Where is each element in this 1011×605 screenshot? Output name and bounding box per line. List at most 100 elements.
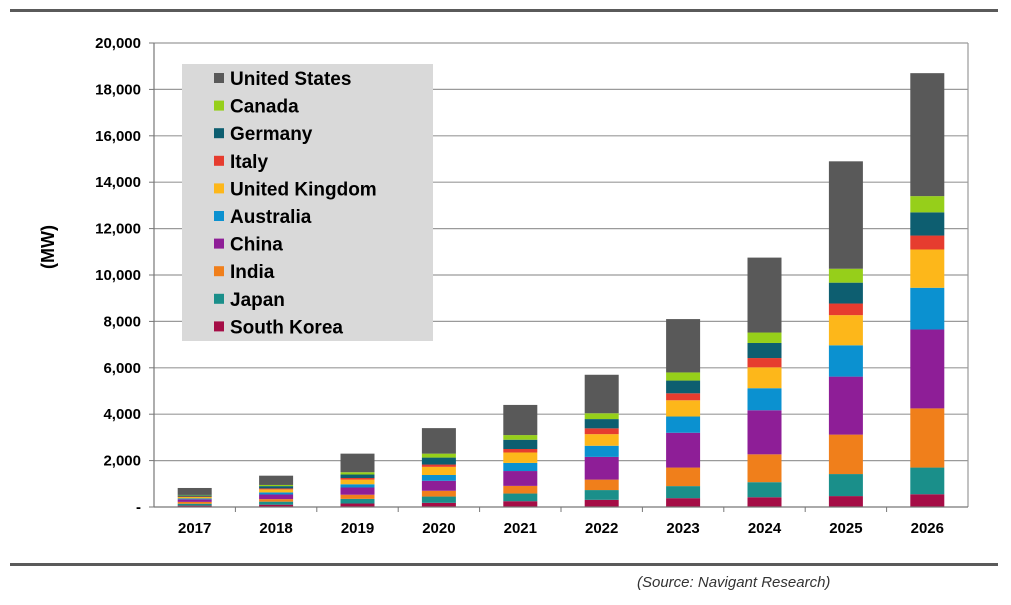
- bar-segment: [584, 428, 619, 435]
- bar-segment: [177, 487, 212, 495]
- legend-swatch: [214, 73, 224, 83]
- y-tick-label: 2,000: [103, 453, 141, 470]
- bar-segment: [666, 400, 701, 417]
- bar-segment: [177, 498, 212, 500]
- x-tick-label: 2024: [748, 520, 782, 537]
- legend-swatch: [214, 100, 224, 111]
- bar-segment: [259, 504, 294, 507]
- y-tick-label: 18,000: [95, 81, 141, 98]
- bar-segment: [259, 489, 294, 493]
- legend-label: Australia: [230, 207, 312, 228]
- x-tick-label: 2022: [585, 520, 618, 537]
- bar-segment: [340, 474, 375, 478]
- source-note: (Source: Navigant Research): [637, 574, 831, 591]
- bar-segment: [828, 282, 863, 304]
- bar-segment: [177, 503, 212, 506]
- bar-segment: [666, 432, 701, 468]
- legend: United States Canada Germany Italy United Ki…: [182, 64, 433, 341]
- bar-segment: [584, 419, 619, 429]
- bar-segment: [421, 490, 456, 497]
- bar-segment: [340, 494, 375, 499]
- bar-segment: [340, 478, 375, 480]
- bar-segment: [503, 452, 538, 463]
- bar-segment: [747, 257, 782, 333]
- legend-swatch: [214, 155, 224, 166]
- bar-segment: [910, 329, 945, 409]
- bar-segment: [259, 499, 294, 502]
- legend-label: Japan: [230, 290, 285, 311]
- bar-segment: [503, 404, 538, 436]
- bar-segment: [177, 495, 212, 497]
- bar-segment: [828, 434, 863, 475]
- bar-segment: [910, 287, 945, 330]
- x-tick-label: 2017: [178, 520, 211, 537]
- x-tick-label: 2025: [829, 520, 862, 537]
- legend-swatch: [214, 266, 224, 277]
- bar-segment: [828, 376, 863, 435]
- bar-segment: [584, 374, 619, 414]
- bar-segment: [747, 388, 782, 411]
- x-tick-label: 2019: [341, 520, 374, 537]
- bars: [177, 73, 945, 507]
- bar-segment: [340, 498, 375, 504]
- bar-segment: [910, 249, 945, 288]
- bar-segment: [584, 490, 619, 500]
- bar-segment: [747, 410, 782, 455]
- bar-segment: [177, 499, 212, 502]
- legend-label: United States: [230, 69, 351, 90]
- legend-swatch: [214, 321, 224, 332]
- legend-label: South Korea: [230, 317, 343, 338]
- bar-segment: [340, 503, 375, 507]
- bar-segment: [259, 484, 294, 487]
- bar-segment: [747, 332, 782, 343]
- bar-segment: [747, 358, 782, 368]
- y-tick-label: 8,000: [103, 313, 141, 330]
- bar-segment: [666, 467, 701, 487]
- bar-segment: [503, 435, 538, 440]
- bar-segment: [259, 488, 294, 490]
- bar-segment: [666, 486, 701, 499]
- y-tick-label: 16,000: [95, 128, 141, 145]
- bar-segment: [259, 475, 294, 485]
- bar-segment: [910, 73, 945, 197]
- bar-segment: [747, 342, 782, 359]
- legend-swatch: [214, 128, 224, 139]
- x-tick-label: 2026: [911, 520, 944, 537]
- bar-segment: [910, 196, 945, 213]
- bar-segment: [584, 456, 619, 480]
- y-axis-label: (MW): [38, 225, 58, 269]
- bar-segment: [828, 268, 863, 283]
- bar-segment: [177, 501, 212, 504]
- bar-segment: [910, 494, 945, 507]
- bar-segment: [421, 496, 456, 503]
- bar-segment: [177, 505, 212, 507]
- legend-swatch: [214, 293, 224, 304]
- bar-segment: [666, 319, 701, 373]
- bar-segment: [584, 499, 619, 507]
- y-tick-label: 6,000: [103, 360, 141, 377]
- bar-segment: [421, 457, 456, 465]
- y-tick-label: -: [136, 499, 141, 516]
- y-tick-label: 10,000: [95, 267, 141, 284]
- legend-label: China: [230, 235, 283, 256]
- bar-segment: [503, 501, 538, 507]
- legend-label: Germany: [230, 124, 313, 145]
- bar-segment: [421, 428, 456, 454]
- bar-segment: [340, 487, 375, 495]
- bar-segment: [421, 474, 456, 481]
- bar-segment: [747, 497, 782, 507]
- y-tick-label: 20,000: [95, 35, 141, 52]
- bar-segment: [747, 367, 782, 389]
- x-tick-label: 2020: [422, 520, 455, 537]
- legend-label: Italy: [230, 152, 268, 173]
- bar-segment: [828, 345, 863, 377]
- bar-segment: [747, 482, 782, 498]
- bar-segment: [584, 479, 619, 491]
- x-tick-label: 2021: [504, 520, 537, 537]
- bar-segment: [259, 486, 294, 489]
- bar-segment: [340, 453, 375, 473]
- bar-segment: [503, 449, 538, 453]
- bar-segment: [747, 454, 782, 483]
- bar-segment: [177, 497, 212, 499]
- y-tick-label: 14,000: [95, 174, 141, 191]
